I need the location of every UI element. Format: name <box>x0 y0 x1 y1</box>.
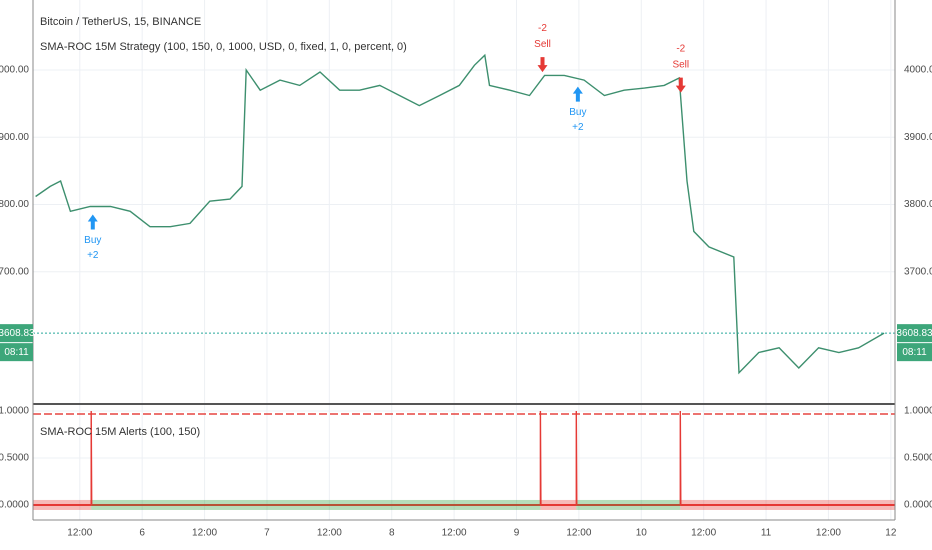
y-tick-label: 0.0000 <box>0 500 29 511</box>
x-tick-label: 12:00 <box>691 528 716 539</box>
buy-arrow <box>572 86 583 102</box>
sell-arrow <box>675 77 686 93</box>
x-tick-label: 7 <box>264 528 270 539</box>
sell-label: -2 <box>676 43 685 54</box>
y-tick-label: 3900.00 <box>0 132 29 143</box>
sell-label: Sell <box>672 59 689 70</box>
y-tick-label: 1.0000 <box>0 406 29 417</box>
y-tick-label: 3800.00 <box>904 199 932 210</box>
y-tick-label: 3800.00 <box>0 199 29 210</box>
x-tick-label: 10 <box>636 528 648 539</box>
sell-arrow <box>537 57 548 73</box>
buy-label: +2 <box>572 122 584 133</box>
x-tick-label: 11 <box>761 528 772 539</box>
sell-label: Sell <box>534 39 551 50</box>
buy-arrow <box>87 214 98 230</box>
countdown-badge <box>897 343 932 362</box>
buy-label: Buy <box>84 235 101 246</box>
x-tick-label: 6 <box>139 528 145 539</box>
buy-label: +2 <box>87 250 99 261</box>
countdown-label: 08:11 <box>902 347 927 358</box>
sell-label: -2 <box>538 23 547 34</box>
price-badge-label: 3608.83 <box>896 328 932 339</box>
countdown-label: 08:11 <box>4 347 29 358</box>
price-badge <box>0 324 33 343</box>
x-tick-label: 12:00 <box>192 528 217 539</box>
countdown-badge <box>0 343 33 362</box>
chart-title: Bitcoin / TetherUS, 15, BINANCE <box>40 16 201 28</box>
y-tick-label: 3700.00 <box>0 266 29 277</box>
y-tick-label: 3900.00 <box>904 132 932 143</box>
x-tick-label: 12:00 <box>566 528 591 539</box>
top-layer: 3700.00 3700.00 3800.00 3800.00 3900.00 3900.… <box>0 23 932 539</box>
x-tick-label: 12:00 <box>816 528 841 539</box>
x-tick-label: 12 <box>885 528 897 539</box>
price-line <box>35 53 885 375</box>
buy-label: Buy <box>569 107 586 118</box>
price-line <box>33 410 895 506</box>
price-badge <box>897 324 932 343</box>
x-tick-label: 12:00 <box>67 528 92 539</box>
price-badge-label: 3608.83 <box>0 328 35 339</box>
x-tick-label: 12:00 <box>442 528 467 539</box>
mark-layer <box>33 53 895 510</box>
y-tick-label: 4000.00 <box>904 65 932 76</box>
y-tick-label: 0.5000 <box>0 453 29 464</box>
x-tick-label: 12:00 <box>317 528 342 539</box>
x-tick-label: 8 <box>389 528 395 539</box>
y-tick-label: 1.0000 <box>904 406 932 417</box>
x-tick-label: 9 <box>514 528 520 539</box>
y-tick-label: 4000.00 <box>0 65 29 76</box>
y-tick-label: 0.5000 <box>904 453 932 464</box>
alerts-label: SMA-ROC 15M Alerts (100, 150) <box>40 426 200 438</box>
y-tick-label: 0.0000 <box>904 500 932 511</box>
strategy-label: SMA-ROC 15M Strategy (100, 150, 0, 1000,… <box>40 41 407 53</box>
y-tick-label: 3700.00 <box>904 266 932 277</box>
